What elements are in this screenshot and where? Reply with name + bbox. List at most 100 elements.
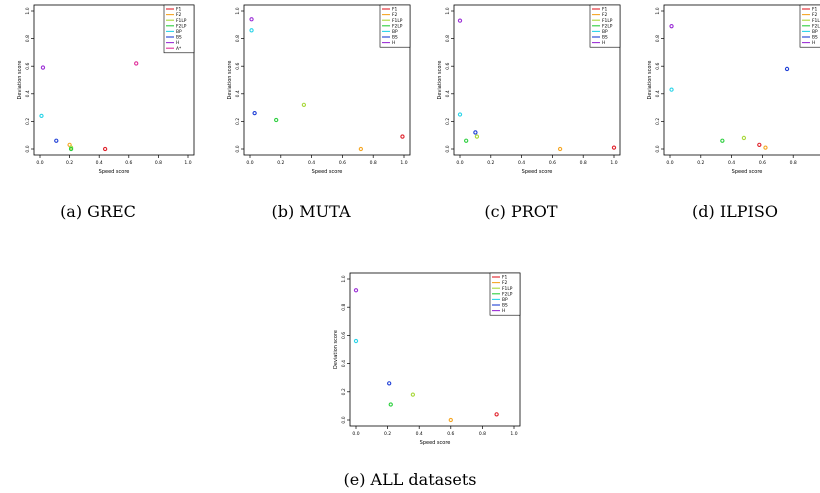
legend-label: F2LP: [502, 291, 513, 297]
data-point-h: [457, 18, 463, 23]
plot-frame: [33, 4, 195, 156]
y-tick-label: 0.6: [235, 62, 241, 69]
y-tick-label: 1.0: [655, 7, 661, 14]
x-tick-label: 0.0: [246, 160, 253, 166]
y-tick-label: 0.4: [235, 90, 241, 97]
legend-label: BS: [812, 35, 818, 41]
x-axis-label: Speed score: [732, 169, 763, 175]
y-tick-label: 0.4: [655, 90, 661, 97]
data-point-f1lp: [474, 134, 480, 139]
y-tick-label: 0.4: [25, 90, 31, 97]
y-axis-label: Deviation score: [647, 61, 653, 100]
data-point-f1: [400, 134, 405, 139]
data-point-bs: [387, 381, 392, 386]
x-tick-label: 0.0: [666, 160, 673, 166]
y-tick-label: 0.2: [235, 118, 241, 125]
data-point-f2: [358, 146, 364, 152]
x-tick-label: 0.8: [479, 431, 486, 437]
data-point-f2lp: [274, 117, 279, 123]
legend-label: BS: [392, 35, 398, 41]
x-tick-label: 0.2: [277, 160, 284, 166]
y-tick-label: 0.8: [235, 35, 241, 42]
y-tick-label: 1.0: [235, 7, 241, 14]
y-tick-label: 0.0: [25, 145, 31, 152]
x-axis-label: Speed score: [522, 169, 553, 175]
data-point-bs: [252, 110, 257, 116]
y-tick-label: 0.6: [445, 62, 451, 69]
data-point-f1: [757, 142, 762, 148]
data-point-bp: [249, 28, 254, 33]
chart-caption: (e) ALL datasets: [344, 470, 477, 489]
legend-label: H: [392, 40, 395, 46]
legend-label: F1LP: [392, 18, 403, 24]
plots-layer: 0.0 0.2 0.4 0.6 0.8 1.0 0.0 0.2 0.4 0.6 0.8 1.0 Spee…: [17, 4, 820, 489]
x-tick-label: 1.0: [610, 160, 617, 166]
y-tick-label: 0.0: [445, 145, 451, 152]
legend-label: F1: [602, 7, 608, 13]
legend-label: BS: [502, 303, 508, 309]
x-tick-label: 0.0: [352, 431, 359, 437]
y-tick-label: 0.0: [235, 145, 241, 152]
y-tick-label: 1.0: [341, 275, 347, 282]
x-tick-label: 0.8: [790, 160, 797, 166]
y-axis-label: Deviation score: [437, 61, 443, 100]
data-point-f2lp: [464, 138, 469, 143]
y-tick-label: 0.8: [341, 303, 347, 310]
y-tick-label: 0.4: [341, 360, 347, 367]
y-tick-label: 0.0: [655, 145, 661, 152]
x-tick-label: 0.6: [759, 160, 766, 166]
legend-label: F1LP: [602, 18, 613, 24]
y-tick-label: 1.0: [445, 7, 451, 14]
x-tick-label: 1.0: [510, 431, 517, 437]
legend-label: H: [812, 40, 815, 46]
data-point-bp: [457, 112, 463, 117]
legend-label: F2LP: [812, 23, 820, 29]
x-tick-label: 0.6: [447, 431, 454, 437]
x-tick-label: 0.6: [549, 160, 556, 166]
x-tick-label: 0.4: [518, 160, 525, 166]
data-point-astar: [134, 61, 139, 66]
legend-label: BS: [176, 35, 182, 41]
x-tick-label: 1.0: [400, 160, 407, 166]
data-point-f1lp: [410, 392, 416, 397]
data-point-f1: [102, 146, 108, 152]
legend-label: F1: [392, 7, 398, 13]
x-tick-label: 0.4: [416, 431, 423, 437]
legend-label: BP: [176, 29, 182, 35]
y-axis-label: Deviation score: [227, 61, 233, 100]
x-axis-label: Speed score: [99, 169, 130, 175]
data-point-f1lp: [741, 135, 747, 141]
y-tick-label: 0.8: [655, 35, 661, 42]
legend-label: F2LP: [602, 23, 613, 29]
y-tick-label: 0.6: [655, 62, 661, 69]
chart-panel-4: 0.0 0.2 0.4 0.6 0.8 0.0 0.2 0.4 0.6 0.8 1.0 Speed s…: [647, 4, 820, 175]
legend-label: BP: [502, 297, 508, 303]
legend-label: F2: [812, 12, 818, 18]
x-tick-label: 0.8: [370, 160, 377, 166]
data-point-h: [40, 65, 46, 70]
legend-label: F2: [602, 12, 608, 18]
data-point-f1: [611, 145, 617, 150]
legend-label: F1LP: [502, 286, 513, 292]
data-point-f2: [448, 417, 453, 423]
legend-label: F2LP: [392, 23, 403, 29]
y-axis-label: Deviation score: [17, 61, 23, 100]
x-tick-label: 0.2: [66, 160, 73, 166]
legend-label: F2: [392, 12, 398, 18]
data-point-f2: [763, 145, 768, 150]
data-point-h: [249, 17, 254, 22]
x-axis-label: Speed score: [312, 169, 343, 175]
y-tick-label: 0.6: [341, 332, 347, 339]
y-tick-label: 0.2: [445, 118, 451, 125]
chart-caption: (c) PROT: [484, 202, 557, 221]
x-axis-label: Speed score: [420, 440, 451, 446]
chart-panel-1: 0.0 0.2 0.4 0.6 0.8 1.0 0.0 0.2 0.4 0.6 0.8 1.0 Spee…: [17, 4, 195, 175]
data-point-bp: [353, 338, 359, 344]
data-point-h: [353, 288, 359, 293]
chart-panel-3: 0.0 0.2 0.4 0.6 0.8 1.0 0.0 0.2 0.4 0.6 0.8 1.0 Spee…: [437, 4, 621, 175]
y-tick-label: 1.0: [25, 7, 31, 14]
legend-label: BP: [812, 29, 818, 35]
legend-label: A*: [176, 46, 182, 52]
data-point-bs: [473, 130, 478, 135]
